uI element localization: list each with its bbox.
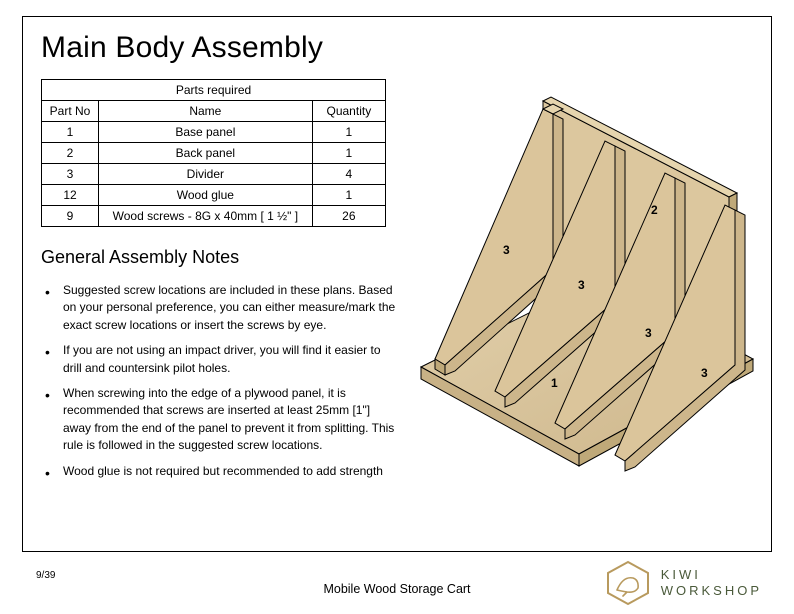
cell-name: Divider: [98, 164, 312, 185]
cell-qty: 26: [312, 206, 385, 227]
table-row: 9 Wood screws - 8G x 40mm [ 1 ½" ] 26: [42, 206, 386, 227]
col-header-partno: Part No: [42, 101, 99, 122]
part-label: 3: [578, 278, 585, 292]
table-row: 3 Divider 4: [42, 164, 386, 185]
cell-name: Wood screws - 8G x 40mm [ 1 ½" ]: [98, 206, 312, 227]
part-label: 3: [503, 243, 510, 257]
cell-partno: 12: [42, 185, 99, 206]
table-header-row: Part No Name Quantity: [42, 101, 386, 122]
document-title: Mobile Wood Storage Cart: [323, 582, 470, 596]
table-row: 12 Wood glue 1: [42, 185, 386, 206]
table-row: 2 Back panel 1: [42, 143, 386, 164]
list-item: Wood glue is not required but recommende…: [41, 463, 396, 480]
cell-qty: 1: [312, 143, 385, 164]
cell-partno: 9: [42, 206, 99, 227]
page-footer: 9/39 Mobile Wood Storage Cart KIWI WORKS…: [22, 556, 772, 614]
part-label: 3: [645, 326, 652, 340]
cell-qty: 1: [312, 122, 385, 143]
brand-line2: WORKSHOP: [661, 583, 762, 599]
cell-qty: 4: [312, 164, 385, 185]
brand-text: KIWI WORKSHOP: [661, 567, 762, 600]
list-item: Suggested screw locations are included i…: [41, 282, 396, 334]
cell-qty: 1: [312, 185, 385, 206]
part-label: 1: [551, 376, 558, 390]
left-column: Parts required Part No Name Quantity 1 B…: [41, 79, 396, 488]
list-item: When screwing into the edge of a plywood…: [41, 385, 396, 455]
cell-partno: 1: [42, 122, 99, 143]
brand-block: KIWI WORKSHOP: [605, 560, 762, 606]
cell-partno: 2: [42, 143, 99, 164]
table-caption-row: Parts required: [42, 80, 386, 101]
page-frame: Main Body Assembly Parts required Part N…: [22, 16, 772, 552]
col-header-name: Name: [98, 101, 312, 122]
table-row: 1 Base panel 1: [42, 122, 386, 143]
brand-line1: KIWI: [661, 567, 762, 583]
list-item: If you are not using an impact driver, y…: [41, 342, 396, 377]
notes-list: Suggested screw locations are included i…: [41, 282, 396, 480]
kiwi-logo-icon: [605, 560, 651, 606]
content-row: Parts required Part No Name Quantity 1 B…: [41, 79, 753, 488]
col-header-qty: Quantity: [312, 101, 385, 122]
cell-name: Base panel: [98, 122, 312, 143]
part-label: 3: [701, 366, 708, 380]
notes-heading: General Assembly Notes: [41, 247, 396, 268]
assembly-illustration: 3 3 2 3 1 3: [408, 79, 753, 488]
page-number: 9/39: [36, 570, 55, 581]
part-label: 2: [651, 203, 658, 217]
cell-name: Wood glue: [98, 185, 312, 206]
assembly-svg: 3 3 2 3 1 3: [383, 59, 763, 489]
cell-partno: 3: [42, 164, 99, 185]
cell-name: Back panel: [98, 143, 312, 164]
table-caption: Parts required: [42, 80, 386, 101]
parts-table: Parts required Part No Name Quantity 1 B…: [41, 79, 386, 227]
